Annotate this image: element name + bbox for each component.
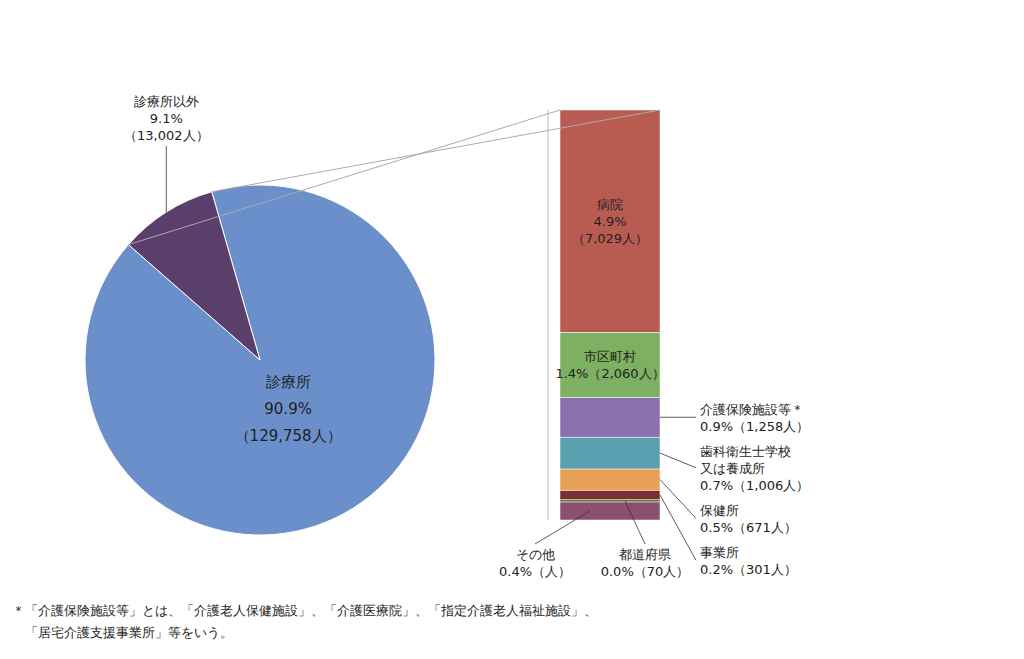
segment-name: 又は養成所 [700, 461, 765, 476]
segment-label: 都道府県 0.0%（70人） [601, 547, 690, 579]
bar-segment [560, 469, 660, 490]
leader-line [660, 480, 696, 519]
segment-pct-label: 0.4% [499, 564, 532, 579]
segment-name: 都道府県 [619, 547, 671, 562]
segment-count-label: （70人） [634, 564, 690, 579]
segment-label: 介護保険施設等＊ 0.9%（1,258人） [700, 402, 809, 434]
chart: 診療所 90.9% （129,758人） 診療所以外 9.1% （13,002人） 病院 4.… [0, 0, 1024, 659]
segment-pct-label: 0.5% [700, 520, 733, 535]
segment-label: 歯科衛生士学校又は養成所 0.7%（1,006人） [700, 444, 809, 493]
segment-count-label: （671人） [733, 520, 797, 535]
pie-labels: 診療所 90.9% （129,758人） 診療所以外 9.1% （13,002人） [124, 94, 342, 445]
segment-count-label: （7,029人） [572, 231, 648, 246]
segment-pct-label: 4.9% [593, 214, 626, 229]
segment-count-label: （人） [532, 564, 571, 579]
segment-count-label: （1,258人） [733, 419, 809, 434]
slice-count-label: （129,758人） [235, 427, 342, 445]
slice-value-label: 9.1% [150, 111, 183, 126]
bar-segment [560, 437, 660, 469]
footnote: ＊「介護保険施設等」とは、「介護老人保健施設」、「介護医療院」、「指定介護老人福… [12, 603, 597, 618]
segment-count-label: （301人） [733, 562, 797, 577]
segment-pct-label: 0.9% [700, 419, 733, 434]
axis-line [548, 110, 549, 520]
segment-name: 市区町村 [584, 349, 636, 364]
bar-segment [560, 110, 660, 332]
leader-line [625, 501, 645, 544]
pie-slice [85, 185, 435, 535]
segment-name: 歯科衛生士学校 [700, 444, 791, 459]
leader-line [166, 146, 167, 212]
bar-segment [560, 397, 660, 437]
leader-line [535, 511, 590, 544]
segment-pct-label: 1.4% [555, 366, 588, 381]
segment-name: その他 [516, 547, 555, 562]
slice-count-label: （13,002人） [124, 128, 209, 143]
segment-label: 市区町村 1.4%（2,060人） [555, 349, 664, 381]
leader-line [660, 453, 696, 468]
segment-name: 病院 [597, 197, 623, 212]
slice-value-label: 90.9% [264, 400, 312, 418]
bar-segment [560, 332, 660, 397]
leader-line [660, 417, 696, 418]
slice-label: 診療所以外 [134, 94, 199, 109]
segment-label: 病院 4.9% （7,029人） [572, 197, 648, 246]
connector-line [128, 110, 560, 245]
segment-label: 保健所 0.5%（671人） [700, 503, 797, 535]
segment-pct-label: 0.0% [601, 564, 634, 579]
bar-segment [560, 502, 660, 520]
segment-count-label: （2,060人） [588, 366, 664, 381]
segment-name: 事業所 [700, 545, 739, 560]
segment-count-label: （1,006人） [733, 478, 809, 493]
connector-line [212, 110, 660, 192]
bar-labels: 病院 4.9% （7,029人） 市区町村 1.4%（2,060人） 介護保険施設等＊ 0.… [499, 197, 809, 579]
pie [85, 185, 435, 535]
pie-slice [128, 192, 260, 360]
segment-label: 事業所 0.2%（301人） [700, 545, 797, 577]
segment-name: 介護保険施設等＊ [700, 402, 804, 417]
bar-stack [560, 110, 660, 520]
bar-segment [560, 500, 660, 502]
segment-pct-label: 0.7% [700, 478, 733, 493]
segment-pct-label: 0.2% [700, 562, 733, 577]
segment-label: その他 0.4%（人） [499, 547, 571, 579]
bar-segment [560, 490, 660, 500]
slice-label: 診療所 [266, 373, 311, 391]
footnote: 「居宅介護支援事業所」等をいう。 [12, 625, 233, 640]
segment-name: 保健所 [700, 503, 739, 518]
